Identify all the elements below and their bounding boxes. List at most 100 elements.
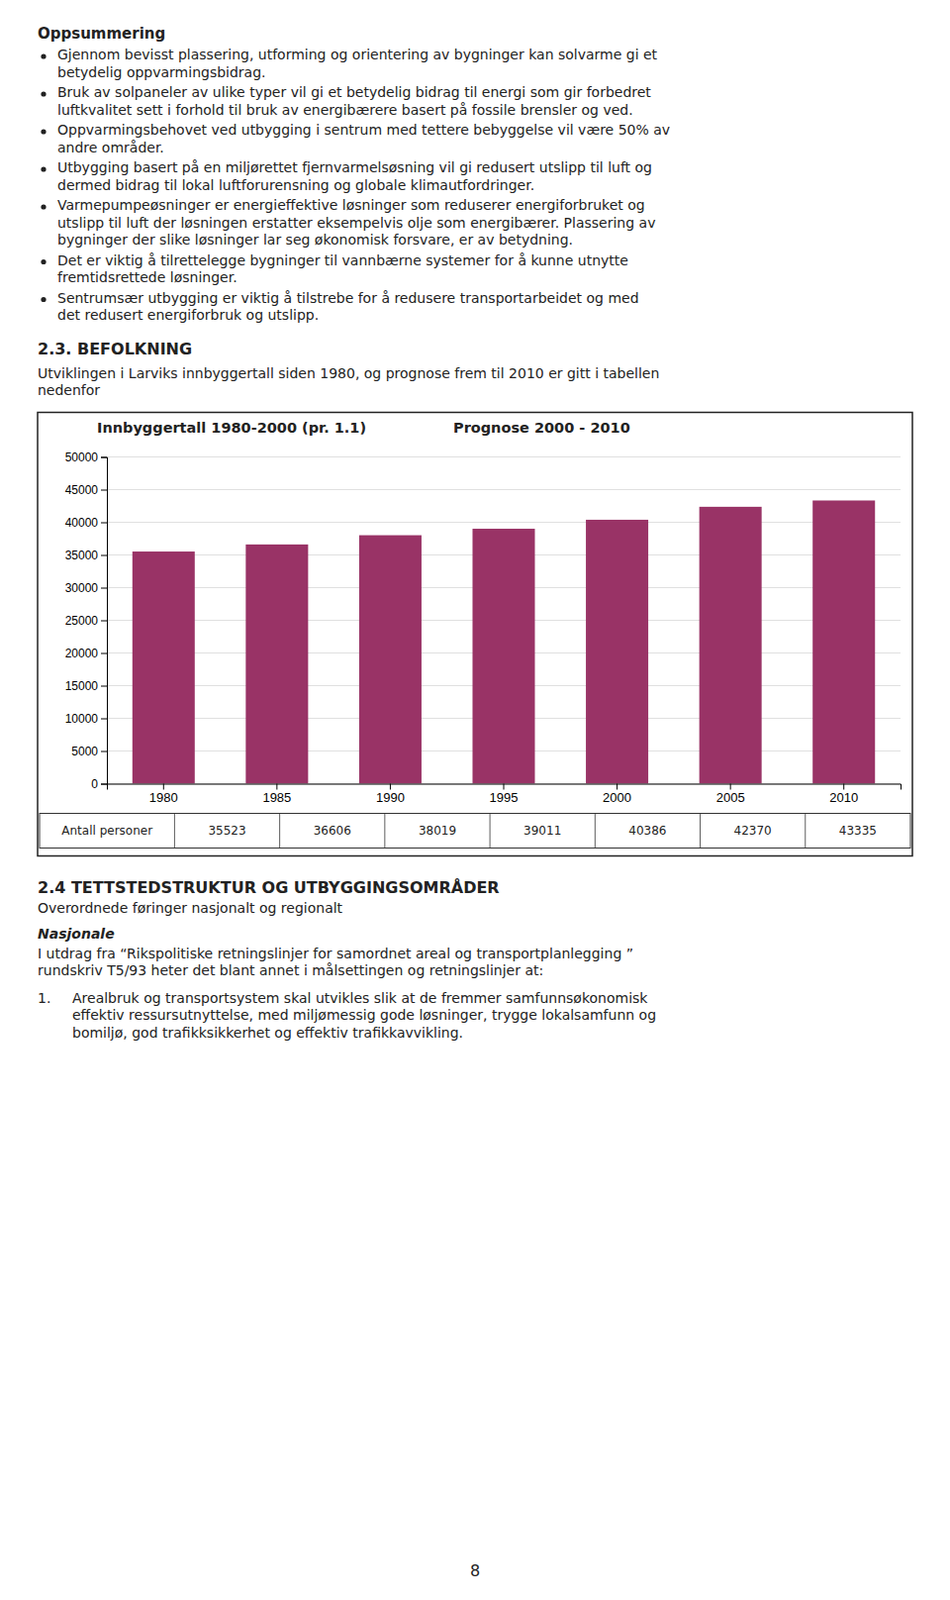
bullet (40, 166, 46, 172)
table-divider (804, 813, 806, 849)
tick: 45000 (65, 482, 107, 497)
tick-label: 10000 (65, 711, 99, 726)
list-text: Arealbruk og transportsystem skal utvikl… (72, 989, 649, 1006)
bullet (40, 203, 46, 209)
bullet-text: bygninger der slike løsninger lar seg øk… (57, 231, 573, 248)
axis-domain (100, 457, 108, 784)
tick: 1990 (376, 783, 405, 805)
tick: 1995 (489, 783, 519, 805)
x-axis: 1980 1985 1990 1995 2000 2005 2010 (107, 783, 902, 805)
chart-title: Innbyggertall 1980-2000 (pr. 1.1) (96, 419, 367, 436)
table-divider (174, 813, 176, 849)
bullet (40, 53, 46, 59)
tick-mark (100, 555, 107, 557)
paragraph: Overordnede føringer nasjonalt og region… (37, 899, 344, 916)
tick-mark (276, 783, 278, 790)
grid (106, 457, 901, 784)
grid-line (106, 456, 901, 458)
paragraph: Utviklingen i Larviks innbyggertall side… (37, 365, 660, 381)
tick: 10000 (65, 711, 107, 726)
table-cell: 36606 (313, 823, 352, 838)
table-divider (383, 813, 385, 849)
tick-label: 5000 (71, 744, 98, 759)
tick-label: 45000 (65, 482, 99, 497)
bars (132, 499, 875, 783)
tick-mark (389, 783, 391, 790)
tick-mark (100, 587, 107, 589)
tick: 50000 (65, 450, 107, 465)
table-label: Antall personer (61, 823, 153, 838)
subheading: Nasjonale (37, 925, 115, 942)
bullet-text: Gjennom bevisst plassering, utforming og… (57, 46, 659, 63)
table-cell: 39011 (523, 823, 562, 838)
tick-mark (843, 783, 845, 790)
tick: 25000 (65, 613, 107, 628)
paragraph: rundskriv T5/93 heter det blant annet i … (37, 961, 544, 978)
bar (585, 519, 649, 784)
tick-label: 20000 (65, 646, 99, 661)
section-heading: 2.4 TETTSTEDSTRUKTUR OG UTBYGGINGSOMRÅDE… (37, 877, 500, 897)
tick: 2005 (716, 783, 746, 805)
tick-label: 30000 (65, 580, 99, 595)
tick-mark (100, 522, 107, 524)
y-axis: 0 5000 10000 15000 20000 25000 30000 35000 40000… (65, 450, 108, 791)
bar (812, 499, 875, 783)
table-divider (594, 813, 596, 849)
tick-mark (616, 783, 618, 790)
bullet-text: Oppvarmingsbehovet ved utbygging i sentr… (57, 121, 670, 138)
table-divider (699, 813, 701, 849)
bar (245, 544, 308, 784)
tick-label: 1985 (262, 789, 291, 805)
grid-line (106, 521, 901, 523)
tick: 0 (91, 776, 107, 791)
tick-label: 1990 (376, 789, 405, 805)
tick-mark (100, 457, 107, 459)
page: Oppsummering Gjennom bevisst plassering, … (0, 0, 950, 1600)
bullet (40, 91, 46, 96)
plot: 0 5000 10000 15000 20000 25000 30000 35000 40000… (65, 450, 902, 805)
tick-mark (100, 685, 107, 687)
paragraph: I utdrag fra “Rikspolitiske retningslinj… (37, 945, 634, 961)
paragraph: nedenfor (37, 381, 100, 398)
tick-label: 2000 (602, 789, 632, 805)
tick-label: 15000 (65, 678, 99, 693)
tick-mark (100, 718, 107, 720)
bar (472, 528, 535, 783)
tick: 30000 (65, 580, 107, 595)
tick: 2000 (602, 783, 632, 805)
tick: 1980 (149, 783, 179, 805)
bullet (40, 296, 46, 302)
bar (359, 535, 422, 784)
table-cell: 35523 (207, 823, 246, 838)
bullet-text: Bruk av solpaneler av ulike typer vil gi… (57, 84, 652, 100)
grid-line (106, 488, 901, 490)
tick-mark (100, 489, 107, 491)
table-divider (489, 813, 491, 849)
tick-label: 35000 (65, 548, 99, 563)
bullet-text: det redusert energiforbruk og utslipp. (57, 306, 319, 323)
tick-label: 50000 (65, 450, 99, 465)
list-number: 1. (37, 989, 51, 1006)
tick-mark (100, 620, 107, 622)
bullet-text: dermed bidrag til lokal luftforurensning… (57, 177, 535, 193)
tick-label: 1980 (149, 789, 179, 805)
table-border (39, 813, 911, 849)
table-cell: 40386 (628, 823, 666, 838)
tick-mark (100, 653, 107, 655)
tick: 1985 (262, 783, 291, 805)
section-heading: 2.3. BEFOLKNING (37, 339, 192, 359)
heading: Oppsummering (37, 24, 166, 43)
table-divider (279, 813, 281, 849)
bullet-text: Utbygging basert på en miljørettet fjern… (57, 159, 653, 176)
tick: 15000 (65, 678, 107, 693)
tick: 20000 (65, 646, 107, 661)
list-text: effektiv ressursutnyttelse, med miljømes… (72, 1006, 657, 1023)
bar (699, 506, 762, 784)
tick-label: 0 (91, 776, 98, 791)
tick-label: 1995 (489, 789, 519, 805)
tick-label: 2010 (829, 789, 858, 805)
tick-mark (730, 783, 732, 790)
tick-label: 40000 (65, 515, 99, 530)
tick: 2010 (829, 783, 858, 805)
tick-label: 2005 (716, 789, 746, 805)
